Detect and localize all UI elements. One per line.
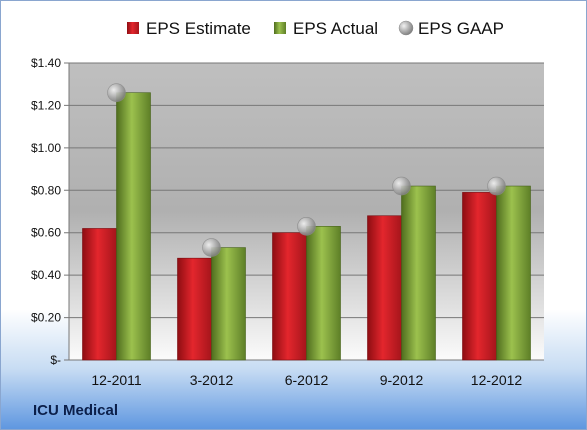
y-tick-label: $0.80: [31, 183, 61, 197]
legend: EPS Estimate EPS Actual EPS GAAP: [127, 19, 504, 38]
x-axis-ticks: 12-2011 3-2012 6-2012 9-2012 12-2012: [91, 372, 522, 388]
point-eps-gaap: [392, 176, 411, 196]
bar-eps-estimate: [367, 215, 402, 361]
point-eps-gaap: [297, 217, 316, 236]
point-eps-gaap: [487, 176, 506, 196]
y-tick-label: $-: [50, 353, 61, 367]
x-tick-label: 12-2012: [471, 372, 523, 388]
bar-eps-estimate: [272, 232, 307, 361]
x-tick-label: 12-2011: [91, 372, 142, 388]
y-tick-label: $1.20: [31, 98, 61, 112]
bar-eps-actual: [211, 247, 246, 361]
bar-eps-estimate: [177, 257, 212, 361]
legend-label: EPS Actual: [293, 19, 378, 38]
bar-eps-actual: [116, 92, 151, 361]
y-tick-label: $0.20: [31, 311, 61, 325]
y-axis-ticks: $- $0.20 $0.40 $0.60 $0.80 $1.00 $1.20 $1.40: [31, 56, 61, 367]
bar-eps-actual: [306, 226, 341, 361]
legend-swatch: [274, 22, 286, 34]
bar-eps-estimate: [82, 228, 117, 361]
point-eps-gaap: [202, 238, 221, 257]
y-tick-label: $0.60: [31, 226, 61, 240]
bar-eps-estimate: [462, 192, 497, 361]
bars: [82, 92, 531, 361]
legend-swatch: [398, 20, 414, 36]
bar-eps-actual: [401, 185, 436, 361]
bar-eps-actual: [496, 185, 531, 361]
legend-swatch: [127, 22, 139, 34]
legend-label: EPS Estimate: [146, 19, 251, 38]
company-label: ICU Medical: [33, 402, 119, 419]
y-tick-label: $1.00: [31, 141, 61, 155]
x-tick-label: 6-2012: [285, 372, 329, 388]
x-tick-label: 3-2012: [190, 372, 234, 388]
gaap-points: [107, 83, 506, 257]
y-tick-label: $1.40: [31, 56, 61, 70]
point-eps-gaap: [107, 83, 126, 102]
y-tick-label: $0.40: [31, 268, 61, 282]
x-tick-label: 9-2012: [380, 372, 424, 388]
legend-label: EPS GAAP: [418, 19, 504, 38]
